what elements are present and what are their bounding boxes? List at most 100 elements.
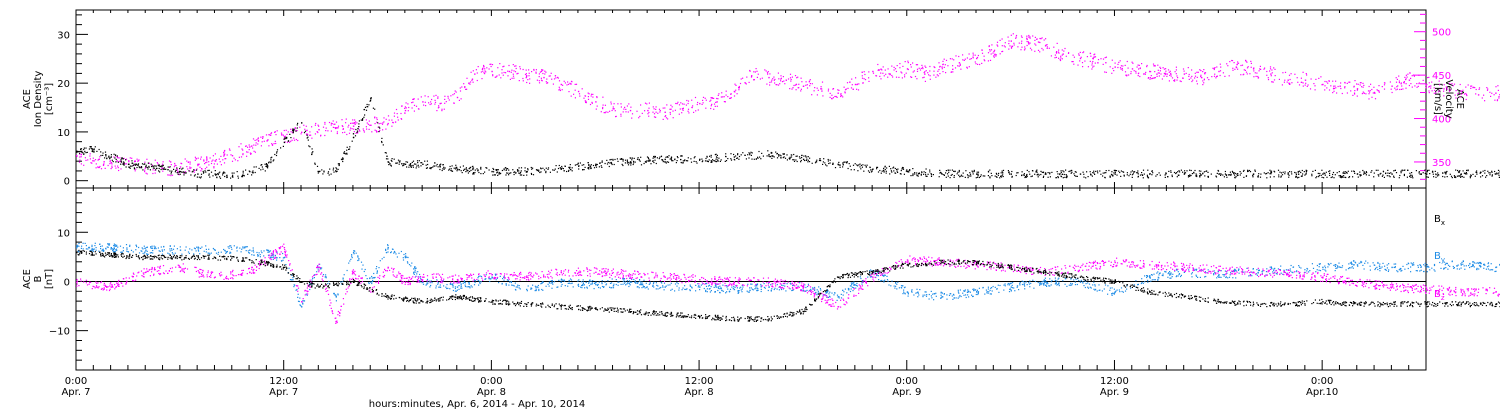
by-series-point (387, 251, 389, 253)
by-series-point (155, 248, 157, 250)
density-series-point (557, 167, 560, 170)
density-series-point (117, 161, 119, 163)
density-series-point (600, 165, 602, 167)
density-series-point (1297, 170, 1299, 173)
density-series-point (474, 171, 476, 174)
velocity-series-point (334, 127, 336, 129)
velocity-series-point (1046, 47, 1048, 49)
by-series-point (972, 288, 974, 290)
density-series-point (100, 151, 102, 153)
velocity-series-point (1100, 58, 1102, 60)
density-series-point (1470, 174, 1472, 176)
velocity-series-point (640, 104, 642, 106)
density-series-point (601, 166, 603, 168)
velocity-series-point (220, 164, 222, 166)
velocity-series-point (1216, 66, 1218, 68)
density-series-point (847, 167, 849, 170)
by-series-point (1147, 281, 1149, 283)
velocity-series-point (614, 110, 616, 112)
density-series-point (848, 163, 850, 165)
velocity-series-point (844, 91, 846, 93)
by-series-point (737, 292, 739, 294)
density-series-point (844, 161, 846, 163)
velocity-series-point (492, 75, 494, 77)
velocity-series-point (1462, 89, 1464, 91)
velocity-series-point (1204, 72, 1207, 74)
by-series-point (1218, 274, 1220, 276)
velocity-series-point (1363, 92, 1365, 94)
velocity-series-point (135, 168, 137, 170)
density-series-point (1357, 176, 1359, 178)
density-series-point (593, 167, 596, 169)
density-series-point (1131, 174, 1133, 176)
density-series-point (540, 168, 542, 170)
density-series-point (634, 161, 636, 163)
density-series-point (589, 166, 591, 168)
density-series-point (1112, 175, 1114, 177)
velocity-series-point (411, 107, 413, 109)
velocity-series-point (1411, 86, 1413, 88)
velocity-series-point (525, 73, 527, 75)
density-series-point (159, 171, 161, 173)
velocity-series-point (808, 81, 810, 83)
velocity-series-point (901, 72, 903, 74)
velocity-series-point (570, 95, 572, 97)
density-series-point (1177, 171, 1179, 173)
velocity-series-point (395, 108, 398, 111)
velocity-series-point (1148, 77, 1150, 79)
density-series-point (1210, 173, 1212, 175)
velocity-series-point (1170, 72, 1172, 74)
velocity-series-point (157, 163, 159, 165)
density-series-point (912, 173, 914, 175)
by-series-point (342, 280, 344, 283)
density-series-point (648, 159, 650, 161)
density-series-point (1491, 174, 1493, 176)
density-series-point (283, 141, 286, 144)
density-series-point (782, 157, 784, 159)
density-series-point (571, 167, 573, 169)
by-series-point (1372, 262, 1374, 264)
velocity-series-point (547, 82, 549, 84)
density-series-point (266, 165, 268, 167)
density-series-point (930, 174, 933, 176)
density-series-point (1200, 170, 1202, 172)
density-series-point (1109, 175, 1111, 177)
density-series-point (496, 170, 498, 172)
density-series-point (1270, 173, 1272, 175)
by-series-point (1010, 289, 1012, 291)
density-series-point (191, 171, 193, 173)
velocity-series-point (280, 132, 283, 134)
density-series-point (1301, 169, 1303, 172)
by-series-point (689, 289, 691, 291)
velocity-series-point (397, 119, 399, 121)
by-series-point (624, 281, 626, 283)
velocity-series-point (829, 96, 831, 98)
velocity-series-point (1009, 45, 1011, 47)
by-series-point (1494, 270, 1496, 273)
density-series-point (1466, 173, 1468, 175)
density-series-point (1311, 173, 1313, 175)
density-series-point (789, 157, 791, 159)
density-series-point (440, 163, 442, 165)
density-series-point (912, 168, 914, 170)
by-series-point (150, 247, 152, 249)
density-series-point (223, 171, 225, 173)
density-series-point (846, 161, 848, 163)
velocity-series-point (275, 142, 277, 145)
velocity-series-point (924, 80, 926, 82)
velocity-series-point (995, 55, 997, 57)
density-series-point (705, 157, 707, 160)
density-series-point (687, 160, 689, 162)
by-series-point (829, 296, 831, 298)
density-series-point (701, 158, 703, 160)
density-series-point (1059, 173, 1061, 175)
by-series-point (1358, 262, 1360, 264)
velocity-series-point (1471, 85, 1473, 87)
density-series-point (518, 167, 520, 169)
velocity-series-point (1094, 62, 1096, 64)
velocity-series-point (508, 70, 511, 73)
density-series-point (1123, 175, 1125, 177)
velocity-series-point (501, 69, 503, 71)
velocity-series-point (1190, 77, 1192, 79)
density-series-point (710, 156, 712, 158)
